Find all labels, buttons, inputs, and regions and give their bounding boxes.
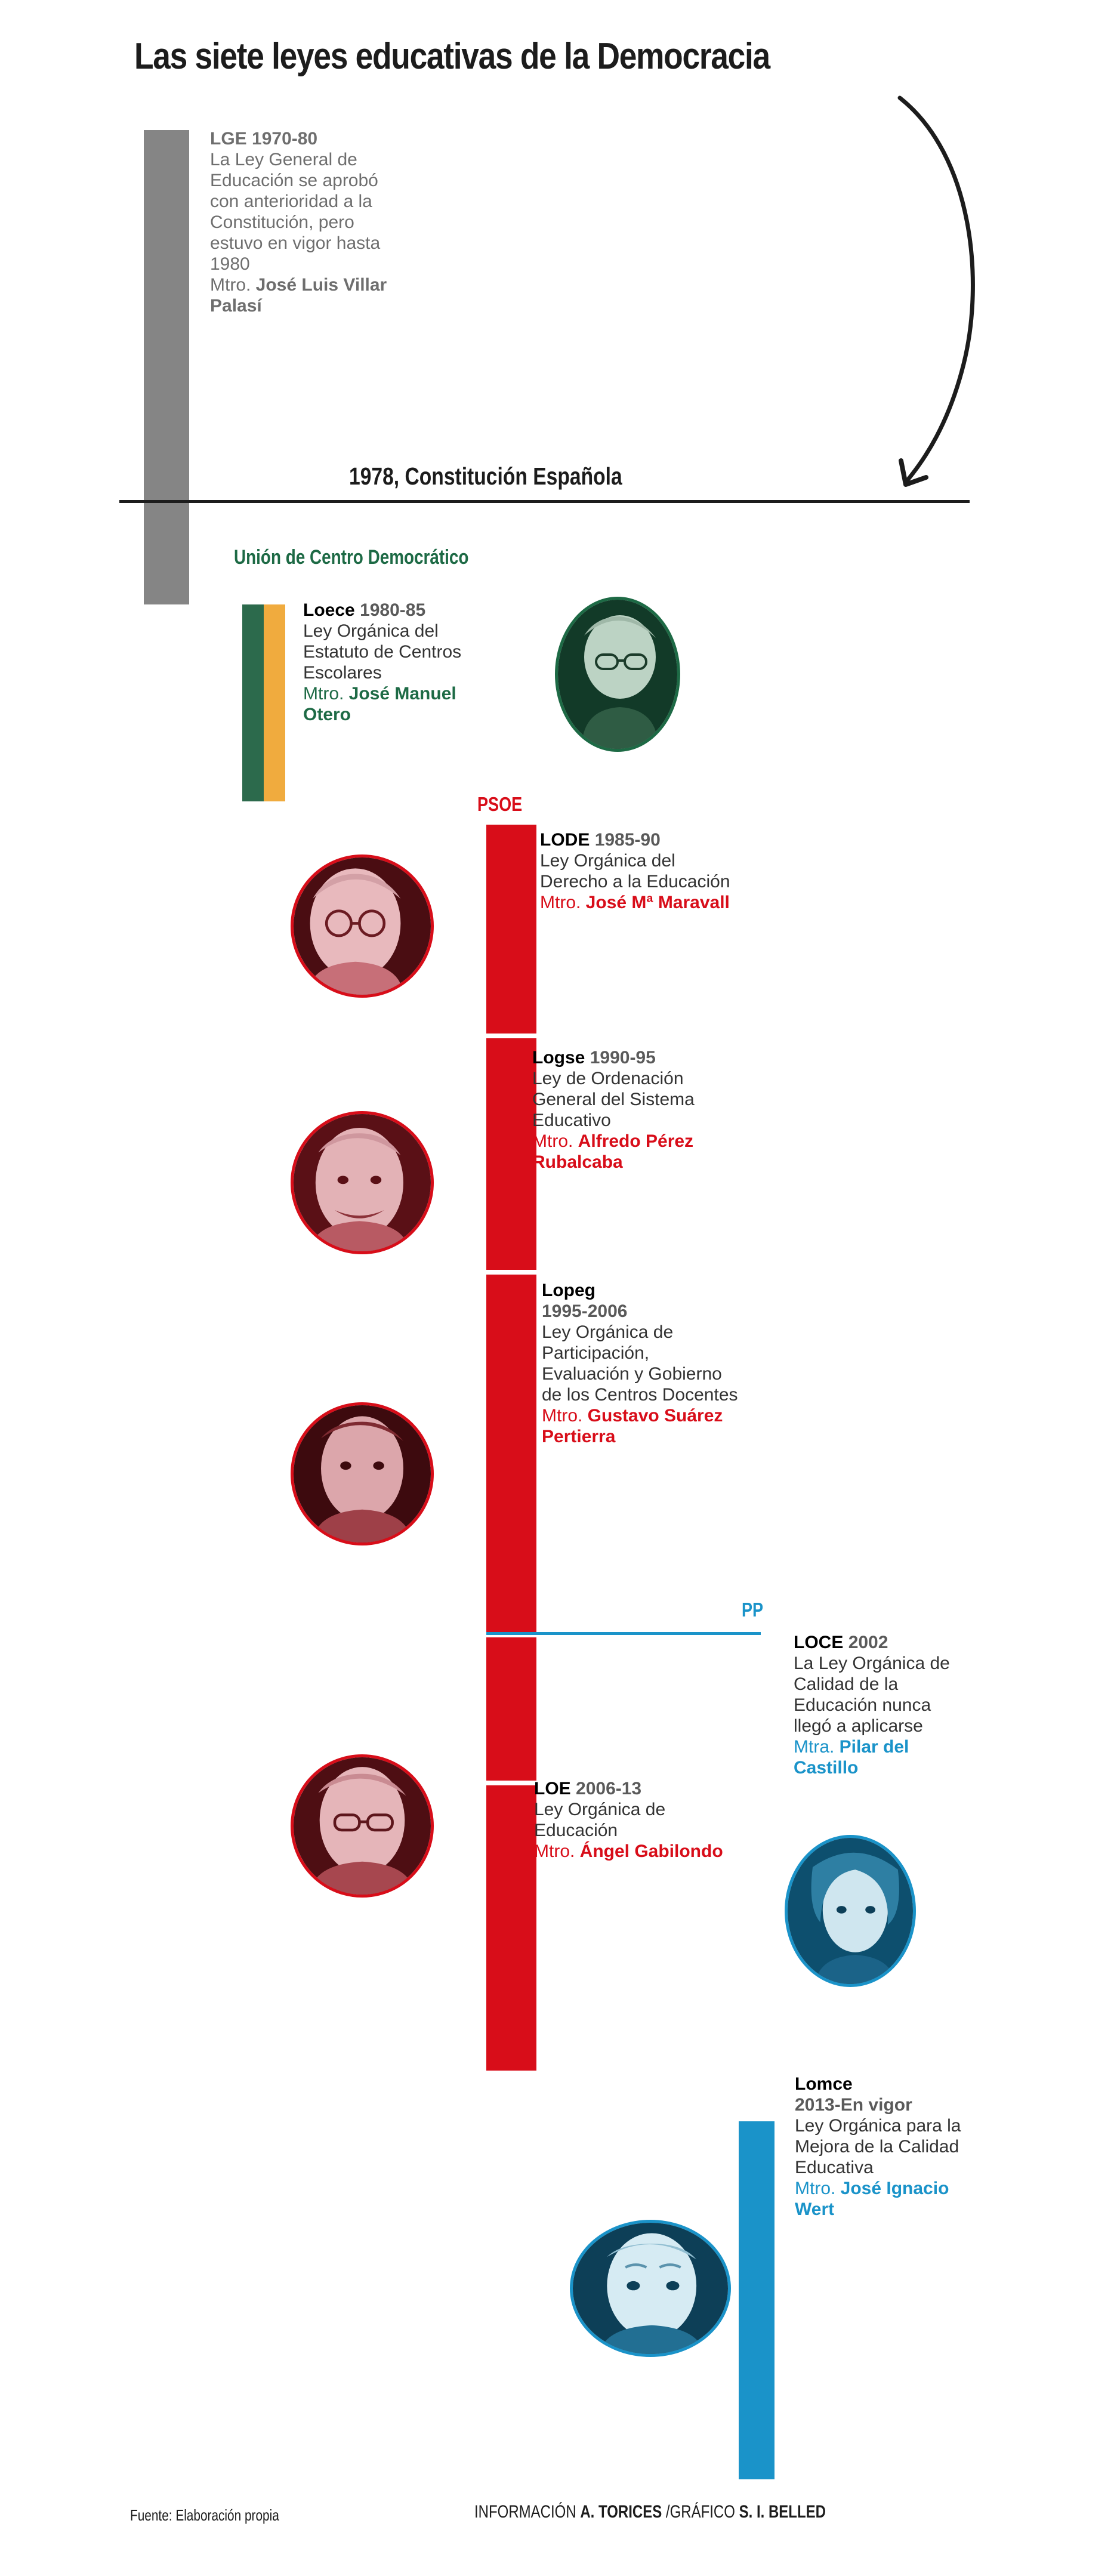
constitution-label: 1978, Constitución Española <box>349 462 622 490</box>
footer-credit: INFORMACIÓN A. TORICES /GRÁFICO S. I. BE… <box>474 2502 826 2522</box>
law-desc-lge: La Ley General de Educación se aprobó co… <box>210 150 381 274</box>
law-minister-logse: Mtro. Alfredo Pérez Rubalcaba <box>532 1131 693 1172</box>
law-minister-lomce: Mtro. José Ignacio Wert <box>795 2179 949 2219</box>
portrait-alfredo-perez-rubalcaba <box>291 1111 434 1254</box>
page-title: Las siete leyes educativas de la Democra… <box>134 36 770 77</box>
timeline-bar-lopeg <box>486 1275 536 1633</box>
law-block-lode: LODE 1985-90 Ley Orgánica del Derecho a … <box>540 829 743 913</box>
law-block-loce: LOCE 2002 La Ley Orgánica de Calidad de … <box>794 1632 961 1778</box>
timeline-bar-loe <box>486 1785 536 2071</box>
law-desc-logse: Ley de Ordenación General del Sistema Ed… <box>532 1069 695 1130</box>
law-desc-lode: Ley Orgánica del Derecho a la Educación <box>540 851 730 891</box>
law-minister-lopeg: Mtro. Gustavo Suárez Pertierra <box>542 1406 723 1446</box>
curved-arrow-icon <box>897 95 975 487</box>
footer-separator: /GRÁFICO <box>662 2502 739 2522</box>
footer-info-label: INFORMACIÓN <box>474 2502 581 2522</box>
law-block-lge: LGE 1970-80 La Ley General de Educación … <box>210 128 389 316</box>
law-minister-loe: Mtro. Ángel Gabilondo <box>534 1841 723 1861</box>
minister-name: José Manuel Otero <box>303 684 456 724</box>
law-desc-loce: La Ley Orgánica de Calidad de la Educaci… <box>794 1653 950 1736</box>
portrait-gustavo-suarez-pertierra <box>291 1402 434 1545</box>
timeline-bar-lge <box>144 130 189 604</box>
law-years-lopeg: 1995-2006 <box>542 1301 628 1321</box>
portrait-jose-maria-maravall <box>291 854 434 998</box>
law-desc-loe: Ley Orgánica de Educación <box>534 1800 666 1840</box>
timeline-bar-lomce <box>739 2121 775 2479</box>
law-name-loce: LOCE <box>794 1633 844 1652</box>
minister-prefix: Mtro. <box>795 2179 841 2198</box>
footer-source: Fuente: Elaboración propia <box>130 2506 279 2524</box>
pp-divider-line <box>486 1632 761 1635</box>
portrait-angel-gabilondo <box>291 1754 434 1898</box>
law-name-lode: LODE <box>540 830 590 850</box>
minister-name: Gustavo Suárez Pertierra <box>542 1406 723 1446</box>
minister-prefix: Mtro. <box>542 1406 588 1426</box>
party-label-psoe: PSOE <box>477 793 523 815</box>
law-years-loce: 2002 <box>848 1633 888 1652</box>
minister-name: José Luis Villar Palasí <box>210 275 387 316</box>
footer-info-name: A. TORICES <box>580 2502 662 2522</box>
party-label-pp: PP <box>742 1599 764 1621</box>
law-name-lomce: Lomce <box>795 2074 853 2094</box>
minister-prefix: Mtro. <box>534 1841 580 1861</box>
law-block-loece: Loece 1980-85 Ley Orgánica del Estatuto … <box>303 600 500 725</box>
law-name-lopeg: Lopeg <box>542 1281 595 1300</box>
law-years-loe: 2006-13 <box>576 1779 642 1798</box>
law-minister-loce: Mtra. Pilar del Castillo <box>794 1737 909 1778</box>
law-name-loece: Loece <box>303 600 355 620</box>
constitution-divider-line <box>119 500 970 503</box>
minister-name: José Mª Maravall <box>585 893 730 912</box>
law-years-loece: 1980-85 <box>360 600 426 620</box>
timeline-bar-logse <box>486 1038 536 1270</box>
timeline-bar-lopeg-cont <box>486 1637 536 1781</box>
law-years-lge: 1970-80 <box>252 129 318 149</box>
minister-name: Pilar del Castillo <box>794 1737 909 1778</box>
law-block-loe: LOE 2006-13 Ley Orgánica de Educación Mt… <box>534 1778 725 1862</box>
minister-prefix: Mtro. <box>540 893 586 912</box>
law-block-logse: Logse 1990-95 Ley de Ordenación General … <box>532 1047 747 1173</box>
law-years-logse: 1990-95 <box>590 1048 656 1068</box>
minister-prefix: Mtro. <box>210 275 256 295</box>
law-name-loe: LOE <box>534 1779 571 1798</box>
footer-graphic-name: S. I. BELLED <box>739 2502 826 2522</box>
law-years-lode: 1985-90 <box>594 830 661 850</box>
law-years-lomce: 2013-En vigor <box>795 2095 912 2115</box>
law-block-lopeg: Lopeg 1995-2006 Ley Orgánica de Particip… <box>542 1280 739 1447</box>
law-desc-lomce: Ley Orgánica para la Mejora de la Calida… <box>795 2116 961 2177</box>
minister-prefix: Mtro. <box>532 1131 578 1151</box>
party-label-ucd: Unión de Centro Democrático <box>234 546 469 569</box>
minister-prefix: Mtro. <box>303 684 349 704</box>
law-minister-lode: Mtro. José Mª Maravall <box>540 893 730 912</box>
law-desc-lopeg: Ley Orgánica de Participación, Evaluació… <box>542 1322 738 1405</box>
portrait-jose-ignacio-wert <box>570 2220 731 2357</box>
law-name-lge: LGE <box>210 129 247 149</box>
timeline-bar-lode <box>486 825 536 1034</box>
timeline-bar-ucd-green <box>242 604 264 801</box>
portrait-jose-manuel-otero <box>555 597 680 752</box>
law-minister-loece: Mtro. José Manuel Otero <box>303 684 456 724</box>
minister-prefix: Mtra. <box>794 1737 840 1757</box>
law-block-lomce: Lomce 2013-En vigor Ley Orgánica para la… <box>795 2074 986 2220</box>
minister-name: Ángel Gabilondo <box>579 1841 723 1861</box>
minister-name: Alfredo Pérez Rubalcaba <box>532 1131 694 1172</box>
minister-name: José Ignacio Wert <box>795 2179 949 2219</box>
timeline-bar-ucd-orange <box>264 604 285 801</box>
law-desc-loece: Ley Orgánica del Estatuto de Centros Esc… <box>303 621 462 683</box>
law-name-logse: Logse <box>532 1048 585 1068</box>
law-minister-lge: Mtro. José Luis Villar Palasí <box>210 275 387 316</box>
portrait-pilar-del-castillo <box>785 1835 916 1987</box>
